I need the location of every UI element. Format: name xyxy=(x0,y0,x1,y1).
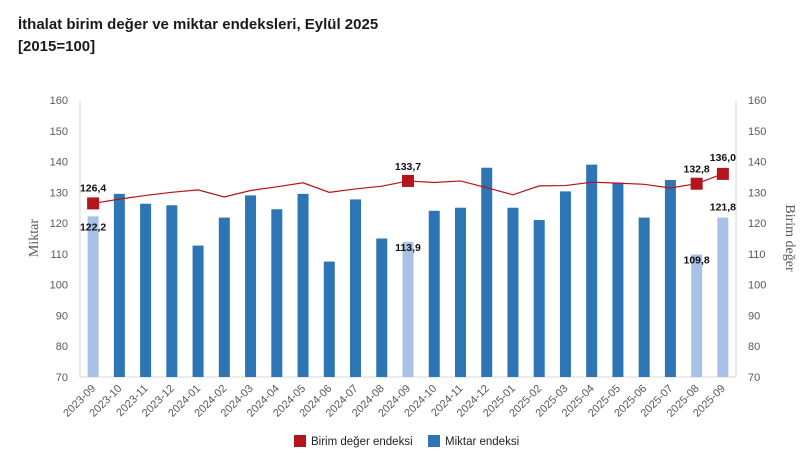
legend-label: Miktar endeksi xyxy=(445,436,519,448)
y-tick-left: 130 xyxy=(50,187,68,199)
y-tick-right: 130 xyxy=(748,187,766,199)
bar-miktar xyxy=(454,207,466,377)
data-label-miktar: 109,8 xyxy=(683,255,709,267)
bar-miktar xyxy=(402,241,414,377)
bar-miktar xyxy=(350,199,362,377)
data-label-birim-deger: 132,8 xyxy=(683,164,709,176)
y-tick-left: 160 xyxy=(50,95,68,107)
bar-miktar xyxy=(481,167,493,377)
y-tick-right: 120 xyxy=(748,218,766,230)
data-label-miktar: 113,9 xyxy=(395,242,421,254)
bar-miktar xyxy=(507,207,519,377)
y-axis-title-left: Miktar xyxy=(27,219,42,257)
y-tick-right: 160 xyxy=(748,95,766,107)
y-tick-right: 140 xyxy=(748,157,766,169)
bar-miktar xyxy=(140,203,152,377)
bar-miktar xyxy=(612,182,624,377)
bar-miktar xyxy=(586,164,598,377)
marker-birim-deger xyxy=(690,177,703,190)
y-tick-left: 120 xyxy=(50,218,68,230)
bar-miktar xyxy=(87,216,99,377)
chart-title: İthalat birim değer ve miktar endeksleri… xyxy=(18,16,379,33)
bar-miktar xyxy=(638,217,650,377)
data-label-birim-deger: 133,7 xyxy=(395,161,421,173)
bar-miktar xyxy=(717,217,729,377)
y-tick-left: 100 xyxy=(50,280,68,292)
marker-birim-deger xyxy=(87,197,100,210)
y-tick-right: 100 xyxy=(748,280,766,292)
y-tick-right: 90 xyxy=(748,310,760,322)
y-tick-right: 150 xyxy=(748,126,766,138)
y-tick-left: 90 xyxy=(56,310,68,322)
data-label-birim-deger: 126,4 xyxy=(80,182,106,194)
bar-miktar xyxy=(192,245,204,377)
y-tick-right: 70 xyxy=(748,372,760,384)
data-label-miktar: 122,2 xyxy=(80,221,106,233)
legend-swatch xyxy=(294,435,306,447)
bar-miktar xyxy=(533,220,545,377)
bar-miktar xyxy=(664,180,676,377)
legend-label: Birim değer endeksi xyxy=(311,436,413,448)
marker-birim-deger xyxy=(402,174,414,187)
bar-miktar xyxy=(271,209,283,377)
bar-miktar xyxy=(559,191,571,377)
y-tick-right: 110 xyxy=(748,249,766,261)
y-tick-right: 80 xyxy=(748,341,760,353)
bar-miktar xyxy=(428,210,440,377)
bar-miktar xyxy=(297,193,309,377)
bar-miktar xyxy=(113,193,125,377)
legend-swatch xyxy=(428,435,440,447)
y-tick-left: 110 xyxy=(50,249,68,261)
y-axis-title-right: Birim değer xyxy=(782,204,797,272)
bar-miktar xyxy=(166,205,178,377)
bar-miktar xyxy=(323,261,335,377)
chart-subtitle: [2015=100] xyxy=(18,38,96,55)
data-label-miktar: 121,8 xyxy=(710,202,736,214)
y-tick-left: 80 xyxy=(56,341,68,353)
y-tick-left: 140 xyxy=(50,157,68,169)
title-block: İthalat birim değer ve miktar endeksleri… xyxy=(18,14,378,58)
marker-birim-deger xyxy=(716,167,729,180)
y-tick-left: 150 xyxy=(50,126,68,138)
bar-miktar xyxy=(691,254,703,377)
bar-miktar xyxy=(376,238,388,377)
bar-miktar xyxy=(245,195,257,377)
data-label-birim-deger: 136,0 xyxy=(710,152,736,164)
y-tick-left: 70 xyxy=(56,372,68,384)
bar-miktar xyxy=(218,217,230,377)
